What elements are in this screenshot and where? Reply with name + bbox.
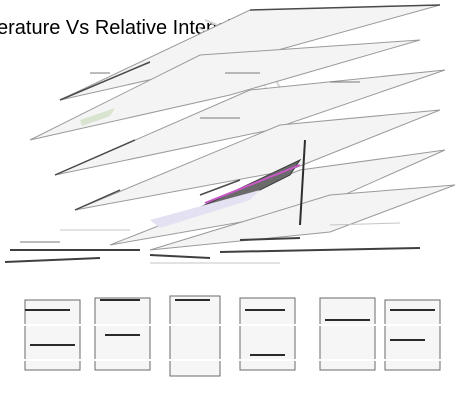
edge-3 bbox=[54, 139, 136, 176]
edge-4 bbox=[74, 189, 121, 211]
dark-vertical-mark bbox=[299, 139, 306, 226]
edge-1 bbox=[249, 4, 441, 11]
block-6 bbox=[384, 299, 441, 371]
sweep-4 bbox=[74, 109, 441, 211]
dash-fragments bbox=[20, 72, 360, 243]
edge-5 bbox=[199, 179, 241, 196]
magenta-streak bbox=[204, 164, 301, 204]
glitch-slices bbox=[20, 290, 450, 380]
block-5 bbox=[319, 297, 376, 371]
chart-title: erature Vs Relative Intensity bbox=[0, 17, 248, 39]
lower-fragments bbox=[4, 237, 421, 263]
sweep-edges bbox=[54, 4, 441, 211]
block-1 bbox=[24, 299, 81, 371]
sweep-3 bbox=[54, 69, 446, 176]
green-tint bbox=[80, 108, 115, 126]
sweeps bbox=[29, 4, 456, 251]
bottom-blocks bbox=[24, 295, 441, 377]
lavender-tint bbox=[150, 190, 260, 228]
mid-hashes bbox=[60, 222, 401, 264]
edge-2 bbox=[59, 61, 151, 101]
bottom-block-accents bbox=[25, 299, 435, 356]
block-3 bbox=[169, 295, 221, 377]
sweep-2 bbox=[29, 39, 421, 141]
